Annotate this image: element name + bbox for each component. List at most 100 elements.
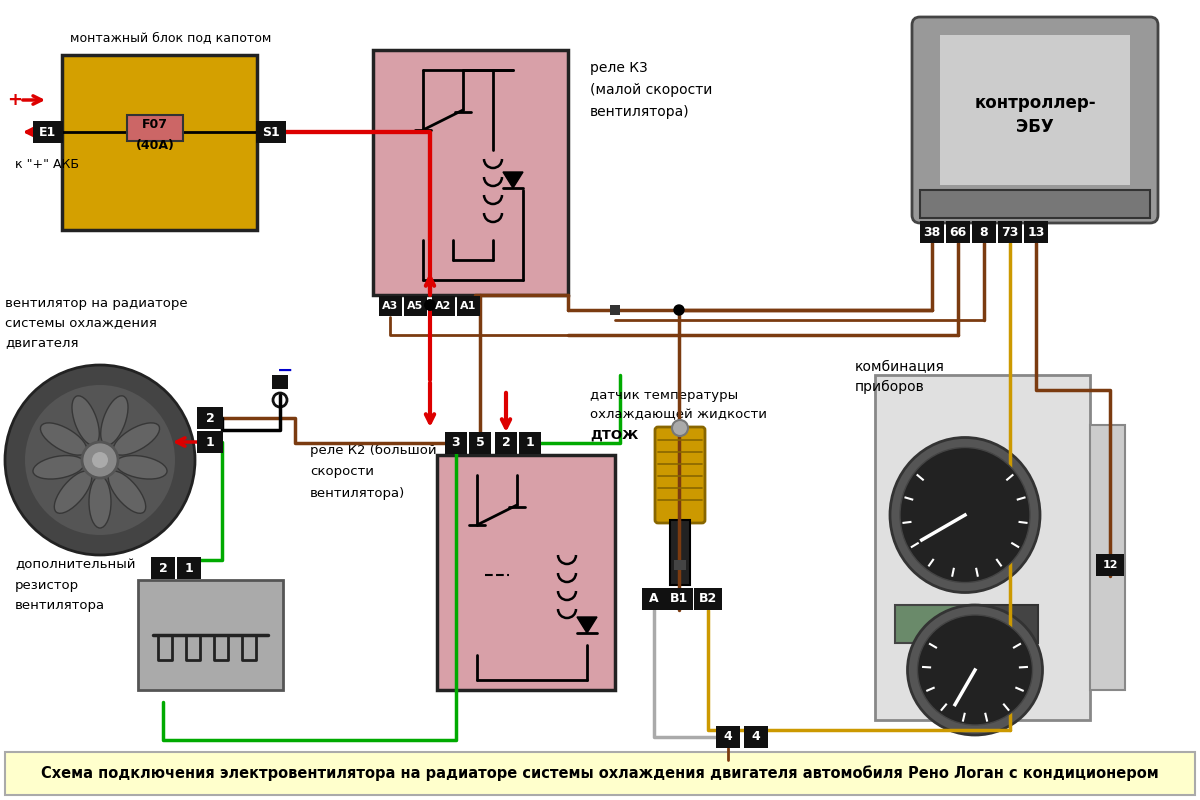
Bar	[520, 432, 541, 454]
Text: A: A	[649, 593, 659, 606]
Text: скорости: скорости	[310, 466, 374, 478]
Circle shape	[5, 365, 194, 555]
Text: B1: B1	[670, 593, 688, 606]
Text: (40A): (40A)	[136, 139, 174, 153]
Circle shape	[82, 442, 118, 478]
Text: S1: S1	[262, 126, 280, 138]
Bar	[875, 375, 1090, 720]
Text: двигателя: двигателя	[5, 337, 78, 350]
Circle shape	[92, 452, 108, 468]
Bar	[642, 588, 666, 610]
Ellipse shape	[72, 396, 100, 446]
Ellipse shape	[113, 423, 160, 455]
Ellipse shape	[108, 471, 145, 514]
Text: резистор: резистор	[14, 578, 79, 591]
Bar	[197, 431, 223, 453]
Text: реле К3: реле К3	[590, 61, 648, 75]
Ellipse shape	[907, 605, 1043, 735]
Text: вентилятора): вентилятора)	[310, 487, 406, 501]
Bar	[496, 432, 517, 454]
Text: A3: A3	[382, 301, 398, 311]
Text: вентилятор на радиаторе: вентилятор на радиаторе	[5, 297, 187, 310]
Bar	[151, 557, 175, 579]
Text: 1: 1	[205, 435, 215, 449]
Ellipse shape	[41, 423, 86, 455]
Circle shape	[672, 420, 688, 436]
Text: 4: 4	[724, 730, 732, 743]
Text: реле К2 (большой: реле К2 (большой	[310, 443, 437, 457]
FancyBboxPatch shape	[912, 17, 1158, 223]
Text: F07: F07	[142, 118, 168, 130]
Bar	[694, 588, 722, 610]
Bar	[670, 520, 690, 585]
Text: вентилятора: вентилятора	[14, 598, 106, 611]
Bar	[127, 115, 182, 141]
Bar	[403, 296, 426, 316]
Text: ДТОЖ: ДТОЖ	[590, 429, 638, 442]
Bar	[469, 432, 491, 454]
Ellipse shape	[900, 447, 1030, 582]
Bar	[445, 432, 467, 454]
Text: 3: 3	[451, 437, 461, 450]
Ellipse shape	[89, 476, 112, 528]
Bar	[272, 375, 288, 389]
Text: приборов: приборов	[854, 380, 925, 394]
Bar	[62, 55, 257, 230]
Bar	[138, 580, 283, 690]
Bar	[1024, 221, 1048, 243]
Bar	[5, 752, 1195, 795]
Text: 38: 38	[923, 226, 941, 238]
Text: 12: 12	[1103, 560, 1117, 570]
Text: к "+" АКБ: к "+" АКБ	[14, 158, 79, 171]
Ellipse shape	[890, 438, 1040, 593]
Bar	[744, 726, 768, 748]
Text: 1: 1	[526, 437, 534, 450]
Text: Схема подключения электровентилятора на радиаторе системы охлаждения двигателя а: Схема подключения электровентилятора на …	[41, 765, 1159, 781]
Text: монтажный блок под капотом: монтажный блок под капотом	[70, 31, 271, 45]
Bar	[197, 407, 223, 429]
Bar	[895, 605, 974, 643]
Text: охлаждающей жидкости: охлаждающей жидкости	[590, 409, 767, 422]
Text: 66: 66	[949, 226, 967, 238]
Ellipse shape	[32, 455, 84, 479]
Bar	[998, 221, 1022, 243]
Bar	[665, 588, 694, 610]
Bar	[920, 221, 944, 243]
Circle shape	[674, 305, 684, 315]
Polygon shape	[577, 617, 598, 633]
Circle shape	[425, 300, 436, 310]
Bar	[178, 557, 202, 579]
Bar	[972, 221, 996, 243]
Bar	[373, 50, 568, 295]
Text: 1: 1	[185, 562, 193, 574]
Bar	[983, 605, 1038, 643]
Text: вентилятора): вентилятора)	[590, 105, 690, 119]
Bar	[674, 560, 686, 570]
Bar	[946, 221, 970, 243]
Bar	[256, 121, 286, 143]
Ellipse shape	[918, 615, 1032, 725]
Text: дополнительный: дополнительный	[14, 558, 136, 571]
Bar	[940, 35, 1130, 185]
Text: A1: A1	[460, 301, 476, 311]
Bar	[456, 296, 480, 316]
Polygon shape	[503, 172, 523, 188]
Bar	[34, 121, 64, 143]
Circle shape	[425, 300, 436, 310]
Text: 8: 8	[979, 226, 989, 238]
Text: комбинация: комбинация	[854, 360, 944, 374]
Text: A2: A2	[434, 301, 451, 311]
Bar	[1090, 425, 1126, 690]
Bar	[432, 296, 455, 316]
Text: 2: 2	[158, 562, 167, 574]
Text: 4: 4	[751, 730, 761, 743]
Ellipse shape	[54, 471, 91, 514]
Bar	[920, 190, 1150, 218]
Ellipse shape	[101, 396, 128, 446]
Text: B2: B2	[698, 593, 718, 606]
Text: 2: 2	[502, 437, 510, 450]
Bar	[610, 305, 620, 315]
Text: 5: 5	[475, 437, 485, 450]
Text: датчик температуры: датчик температуры	[590, 389, 738, 402]
Bar	[716, 726, 740, 748]
